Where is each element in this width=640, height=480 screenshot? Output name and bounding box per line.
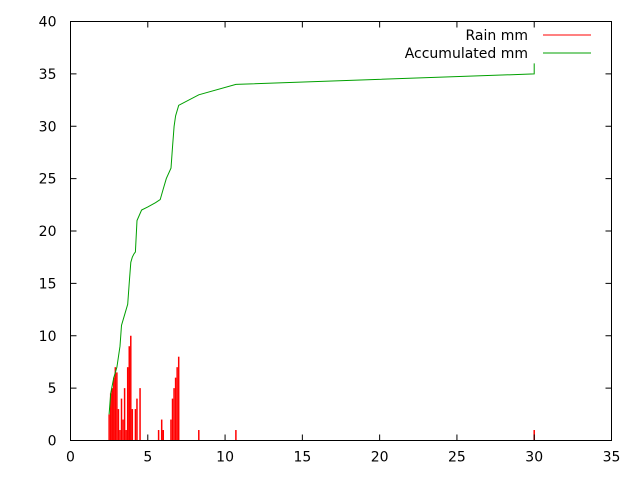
x-tick-label: 35 xyxy=(603,450,621,466)
legend-label: Accumulated mm xyxy=(405,46,528,62)
y-tick-label: 10 xyxy=(39,329,57,345)
rain-series xyxy=(108,335,535,441)
x-tick-label: 30 xyxy=(525,450,543,466)
x-tick-label: 15 xyxy=(293,450,311,466)
accumulated-line xyxy=(108,63,535,415)
y-tick-label: 30 xyxy=(39,119,57,135)
legend-label: Rain mm xyxy=(466,28,529,44)
y-tick-label: 5 xyxy=(48,381,57,397)
x-tick-label: 0 xyxy=(66,450,75,466)
y-tick-label: 25 xyxy=(39,172,57,188)
y-tick-label: 20 xyxy=(39,224,57,240)
accumulated-series xyxy=(108,63,535,415)
y-tick-label: 0 xyxy=(48,434,57,450)
x-tick-label: 20 xyxy=(371,450,389,466)
legend: Rain mm Accumulated mm xyxy=(405,28,591,62)
x-tick-label: 25 xyxy=(448,450,466,466)
x-tick-label: 10 xyxy=(216,450,234,466)
y-tick-label: 15 xyxy=(39,276,57,292)
x-axis: 0 5 10 15 20 25 30 35 xyxy=(66,21,621,466)
y-tick-label: 35 xyxy=(39,67,57,83)
x-tick-label: 5 xyxy=(143,450,152,466)
y-axis: 0 5 10 15 20 25 30 35 40 xyxy=(39,15,612,450)
y-tick-label: 40 xyxy=(39,15,57,31)
